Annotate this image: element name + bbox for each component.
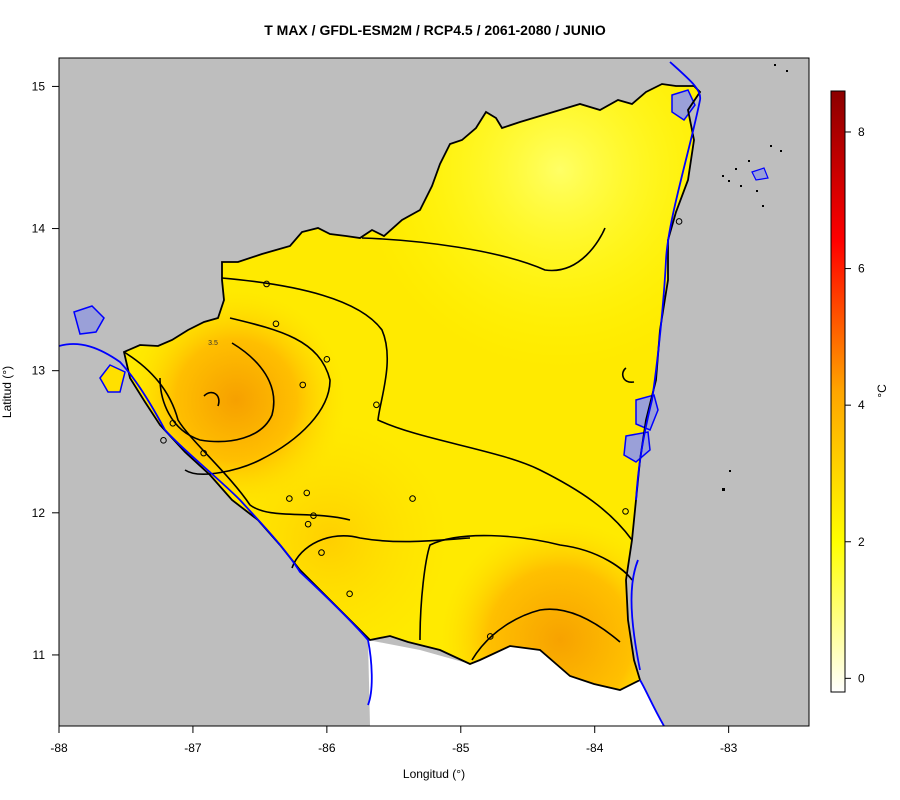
station-marker [299, 381, 307, 389]
caribbean-coastline [630, 61, 702, 726]
colorbar-tick-label: 8 [858, 125, 865, 139]
x-axis-label: Longitud (°) [403, 767, 465, 781]
x-tick-label: -85 [452, 741, 470, 755]
colorbar-tick-label: 4 [858, 398, 865, 412]
station-marker [373, 401, 380, 409]
station-marker [263, 280, 270, 288]
station-marker [318, 549, 325, 556]
colorbar: 0 2 4 6 8 °C [830, 90, 889, 693]
station-marker [286, 495, 293, 502]
x-axis: -88 -87 -86 -85 -84 -83 [50, 725, 738, 755]
station-marker [486, 633, 494, 640]
y-tick-label: 12 [32, 506, 46, 520]
colorbar-ticks: 0 2 4 6 8 [845, 125, 865, 685]
gulf-fonseca-island [99, 364, 126, 393]
y-axis-label: Latitud (°) [0, 366, 14, 418]
pacific-land [59, 320, 374, 726]
station-marker [160, 437, 167, 444]
station-marker [310, 512, 317, 519]
cays [722, 64, 788, 491]
station-marker [303, 489, 311, 497]
colorbar-tick-label: 0 [858, 671, 865, 685]
colorbar-gradient [830, 90, 846, 693]
contour-line [621, 367, 635, 383]
ocean-south [368, 640, 665, 726]
station-marker [622, 508, 629, 515]
gulf-fonseca [73, 305, 105, 335]
contour-line [471, 608, 621, 661]
contour-line [159, 342, 275, 443]
country-border [122, 83, 702, 691]
station-marker [346, 590, 353, 598]
colorbar-tick-label: 2 [858, 535, 865, 549]
y-axis: 11 12 13 14 15 [32, 79, 60, 662]
y-tick-label: 13 [32, 364, 46, 378]
x-tick-label: -84 [586, 741, 604, 755]
y-tick-label: 14 [32, 222, 46, 236]
contour-label: 3.5 [208, 340, 218, 347]
x-tick-label: -83 [720, 741, 738, 755]
island-east [751, 167, 769, 181]
station-marker [409, 495, 416, 502]
station-markers [160, 218, 683, 640]
station-marker [169, 419, 177, 427]
lakes [73, 89, 769, 463]
station-marker [675, 218, 683, 225]
colorbar-tick-label: 6 [858, 262, 865, 276]
contour-line [184, 317, 331, 475]
x-tick-label: -86 [318, 741, 336, 755]
contour-line [419, 534, 633, 641]
colorbar-label: °C [875, 384, 889, 398]
station-marker [304, 520, 312, 528]
contour-line [203, 391, 220, 407]
x-tick-label: -87 [184, 741, 202, 755]
contour-line [123, 351, 351, 521]
contour-labels: 3.5 [208, 340, 218, 347]
contour-line [361, 227, 606, 272]
y-tick-label: 15 [32, 79, 46, 93]
station-marker [323, 356, 331, 363]
x-tick-label: -88 [50, 741, 68, 755]
contour-line [221, 277, 633, 541]
chart-title: T MAX / GFDL-ESM2M / RCP4.5 / 2061-2080 … [264, 22, 606, 38]
contour-lines [123, 227, 635, 661]
station-marker [200, 449, 207, 457]
y-tick-label: 11 [33, 648, 46, 662]
plot-area: 3.5 [59, 58, 809, 726]
station-marker [272, 320, 280, 328]
pacific-coastline [59, 343, 373, 706]
